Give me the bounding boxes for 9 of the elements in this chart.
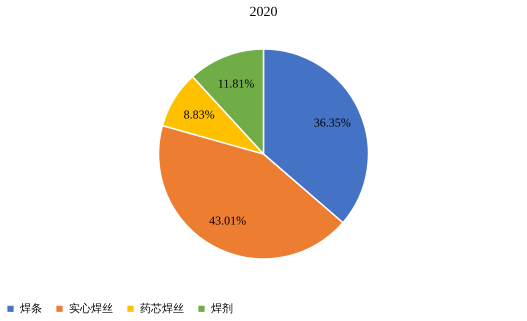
legend-label: 实心焊丝 <box>69 302 113 315</box>
legend-label: 药芯焊丝 <box>140 302 184 315</box>
data-label: 8.83% <box>184 107 215 122</box>
legend-label: 焊条 <box>20 302 42 315</box>
data-label: 43.01% <box>209 214 246 228</box>
legend-label: 焊剂 <box>211 302 233 315</box>
data-label: 11.81% <box>218 76 254 91</box>
data-label: 36.35% <box>314 116 351 130</box>
chart-title: 2020 <box>250 5 278 20</box>
